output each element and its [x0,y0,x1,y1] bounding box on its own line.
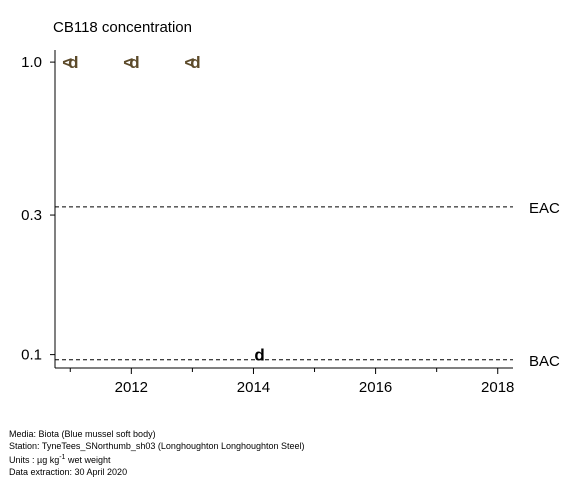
data-point: d [190,53,200,72]
data-point: d [254,346,264,365]
data-point: d [68,53,78,72]
footer-metadata: Media: Biota (Blue mussel soft body) Sta… [9,429,305,478]
x-tick-label: 2016 [359,379,392,396]
footer-station: Station: TyneTees_SNorthumb_sh03 (Longho… [9,440,305,451]
footer-units: Units : µg kg-1 wet weight [9,454,111,466]
data-point: < [123,53,133,72]
data-point: d [129,53,139,72]
data-point: < [184,53,194,72]
x-tick-label: 2018 [481,379,514,396]
footer-extraction: Data extraction: 30 April 2020 [9,466,128,477]
reference-label-eac: EAC [529,200,560,217]
x-tick-label: 2012 [115,379,148,396]
x-tick-label: 2014 [237,379,270,396]
data-point: < [62,53,72,72]
y-tick-label: 1.0 [21,54,42,71]
reference-label-bac: BAC [529,353,560,370]
chart-title: CB118 concentration [53,19,192,36]
y-tick-label: 0.3 [21,207,42,224]
footer-media: Media: Biota (Blue mussel soft body) [9,429,156,439]
y-tick-label: 0.1 [21,347,42,364]
